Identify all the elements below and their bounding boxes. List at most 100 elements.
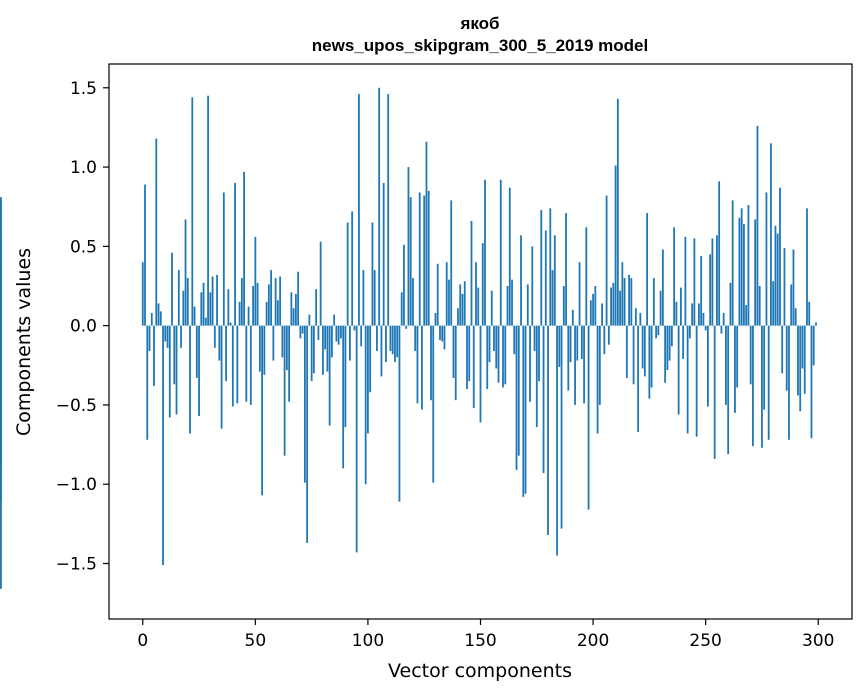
bar bbox=[682, 325, 685, 359]
y-tick-label: 1.0 bbox=[70, 158, 97, 178]
bar bbox=[594, 286, 597, 326]
bar bbox=[227, 289, 230, 326]
bar bbox=[544, 230, 547, 326]
bar bbox=[709, 254, 712, 326]
bar bbox=[641, 325, 644, 369]
bar bbox=[659, 290, 662, 326]
bar bbox=[382, 182, 385, 326]
bar bbox=[468, 325, 471, 382]
bar bbox=[373, 270, 376, 326]
bar bbox=[670, 325, 673, 347]
bar bbox=[398, 325, 401, 502]
bar bbox=[301, 325, 304, 334]
bar bbox=[497, 325, 500, 383]
bar bbox=[562, 286, 565, 326]
bar bbox=[603, 325, 606, 355]
y-tick-label: 0.5 bbox=[70, 237, 97, 257]
bar bbox=[409, 197, 412, 326]
bar bbox=[376, 325, 378, 352]
bar bbox=[549, 208, 552, 326]
bar bbox=[720, 325, 723, 334]
bar bbox=[216, 274, 218, 326]
bar bbox=[767, 325, 770, 440]
x-axis: 0 50 100 150 200 250 300 bbox=[137, 619, 834, 651]
bar bbox=[475, 262, 477, 326]
bar bbox=[344, 325, 347, 428]
bar bbox=[763, 325, 766, 410]
bar bbox=[0, 197, 2, 326]
bar bbox=[342, 325, 345, 469]
bar bbox=[756, 125, 759, 326]
bar bbox=[526, 284, 529, 326]
bar bbox=[276, 300, 279, 326]
bar bbox=[220, 325, 223, 429]
bar bbox=[531, 246, 534, 326]
bar bbox=[459, 284, 462, 326]
bar bbox=[695, 325, 698, 437]
bar bbox=[736, 325, 739, 388]
bar bbox=[166, 325, 169, 348]
bar bbox=[213, 325, 216, 348]
bar bbox=[686, 325, 689, 434]
bar bbox=[781, 325, 784, 374]
bar bbox=[754, 219, 757, 326]
y-tick-label: −1.0 bbox=[56, 475, 97, 495]
bar bbox=[738, 217, 741, 326]
chart-subtitle: news_upos_skipgram_300_5_2019 model bbox=[312, 36, 648, 55]
bar bbox=[508, 187, 511, 326]
bar bbox=[371, 222, 374, 326]
bar bbox=[601, 303, 603, 326]
bar bbox=[218, 325, 221, 361]
bar bbox=[270, 270, 273, 326]
bar bbox=[267, 284, 270, 326]
bar bbox=[560, 325, 563, 529]
bar bbox=[628, 274, 630, 326]
bar bbox=[400, 292, 403, 326]
bar bbox=[477, 287, 480, 326]
bar bbox=[569, 325, 572, 363]
bar bbox=[646, 213, 649, 326]
bar bbox=[308, 314, 311, 326]
bar bbox=[436, 263, 439, 326]
bar bbox=[713, 325, 716, 459]
bar bbox=[168, 325, 171, 418]
bar bbox=[657, 325, 660, 336]
bar bbox=[225, 325, 227, 382]
bar bbox=[661, 249, 664, 326]
x-tick-label: 300 bbox=[802, 631, 834, 651]
bar bbox=[637, 325, 640, 432]
bar bbox=[387, 94, 390, 326]
bar bbox=[389, 325, 392, 352]
bar bbox=[718, 181, 721, 326]
bar bbox=[648, 325, 651, 399]
bar bbox=[385, 325, 387, 363]
bar bbox=[312, 325, 315, 374]
bar bbox=[743, 224, 745, 326]
bar bbox=[583, 325, 585, 404]
bar bbox=[788, 325, 790, 440]
bar bbox=[416, 325, 419, 404]
bar bbox=[632, 325, 635, 385]
bar bbox=[247, 306, 250, 326]
bar bbox=[351, 211, 354, 326]
x-tick-label: 100 bbox=[352, 631, 384, 651]
bar bbox=[141, 262, 144, 326]
bar bbox=[506, 286, 509, 326]
bar bbox=[283, 325, 286, 456]
bar bbox=[806, 208, 808, 326]
bar bbox=[727, 325, 730, 455]
bar bbox=[664, 325, 667, 383]
bar bbox=[369, 325, 372, 393]
bar bbox=[643, 325, 646, 377]
bar bbox=[263, 325, 266, 375]
bar bbox=[797, 325, 799, 396]
bar bbox=[144, 184, 146, 326]
bar bbox=[698, 303, 700, 326]
bar bbox=[254, 236, 257, 326]
bar bbox=[0, 325, 2, 342]
bar bbox=[403, 244, 405, 326]
bar bbox=[716, 235, 718, 326]
bars-group bbox=[0, 87, 817, 589]
bar bbox=[209, 292, 212, 326]
y-tick-label: 1.5 bbox=[70, 79, 97, 99]
